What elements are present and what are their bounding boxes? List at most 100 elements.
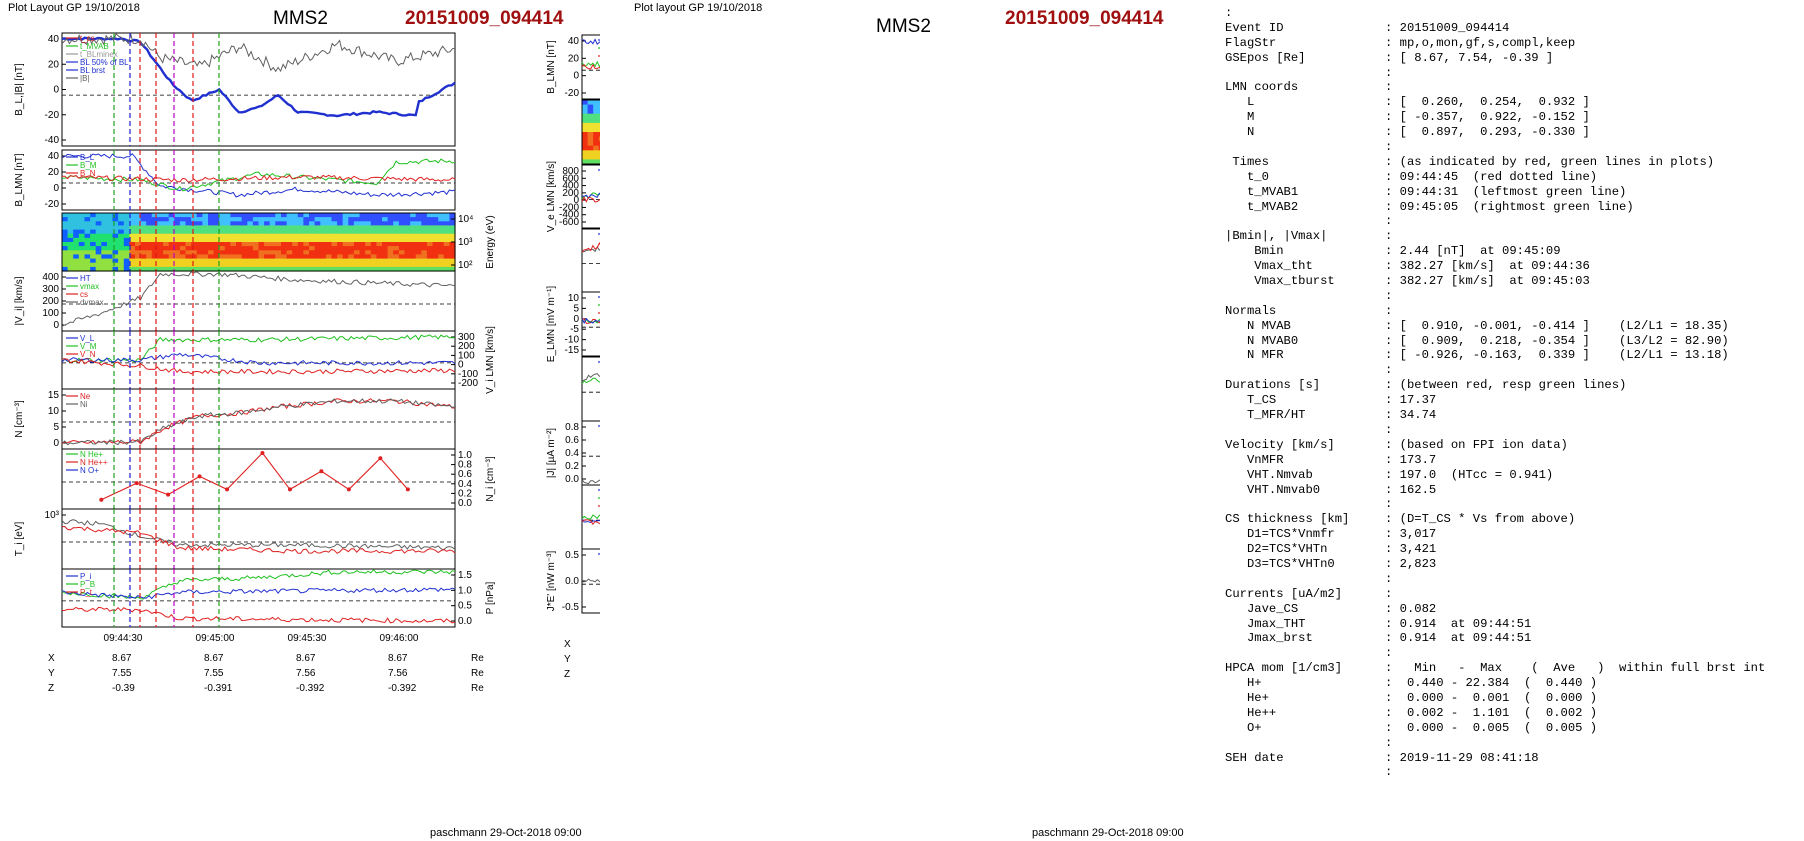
spectrogram-cell <box>303 242 310 247</box>
left-pos-unit: Re <box>471 653 484 664</box>
spectrogram-cell <box>179 221 187 226</box>
summary-key: LMN coords <box>1225 80 1299 95</box>
spectrogram-cell <box>292 258 299 264</box>
spectrogram-cell <box>118 213 125 218</box>
spectrogram-cell <box>359 266 366 272</box>
summary-value: : [ 0.909, 0.218, -0.354 ] (L3/L2 = 82.9… <box>1385 333 1729 348</box>
spectrogram-cell <box>426 246 434 251</box>
spectrogram-cell <box>62 233 69 239</box>
summary-value: : <box>1385 229 1393 244</box>
spectrogram-cell <box>151 213 158 218</box>
summary-line: N MFR: [ -0.926, -0.163, 0.339 ] (L2/L1 … <box>1225 348 1765 363</box>
spectrogram-cell <box>84 221 91 226</box>
spectrogram-cell <box>593 154 600 161</box>
spectrogram-cell <box>348 221 355 226</box>
spectrogram-cell <box>292 217 299 222</box>
spectrogram-cell <box>213 221 220 226</box>
spectrogram-cell <box>202 221 209 226</box>
spectrogram-cell <box>118 221 125 226</box>
spectrogram-cell <box>258 217 265 222</box>
spectrogram-cell <box>331 250 338 255</box>
spectrogram-cell <box>309 217 316 222</box>
spectrogram-cell <box>398 229 406 235</box>
spectrogram-cell <box>123 221 130 226</box>
legend-entry: HT <box>80 274 91 283</box>
spectrogram-cell <box>123 266 130 272</box>
spectrogram-cell <box>376 229 383 235</box>
left-panel-frame <box>61 568 456 628</box>
spectrogram-cell <box>135 246 142 251</box>
spectrogram-cell <box>179 213 187 218</box>
spectrogram-cell <box>112 266 119 272</box>
summary-line: N MVAB: [ 0.910, -0.001, -0.414 ] (L2/L1… <box>1225 319 1765 334</box>
summary-value: : mp,o,mon,gf,s,compl,keep <box>1385 35 1576 50</box>
left-pos-value: 8.67 <box>204 653 224 664</box>
spectrogram-cell <box>208 250 215 255</box>
mid-q5-series <box>581 317 600 324</box>
spectrogram-cell <box>598 113 600 119</box>
spectrogram-cell <box>140 250 147 255</box>
spectrogram-cell <box>432 217 439 222</box>
spectrogram-cell <box>219 213 226 218</box>
spectrogram-cell <box>252 246 260 251</box>
spectrogram-cell <box>443 262 450 268</box>
legend-entry: vmax <box>80 282 99 291</box>
y-tick-label: 0 <box>53 438 59 449</box>
spectrogram-cell <box>331 225 338 231</box>
spectrogram-cell <box>314 242 321 247</box>
spectrogram-cell <box>410 250 417 255</box>
spectrogram-cell <box>258 221 265 226</box>
spectrogram-cell <box>230 217 237 222</box>
spectrogram-cell <box>129 262 136 268</box>
spectrogram-cell <box>174 233 181 239</box>
spectrogram-cell <box>353 213 361 218</box>
spectrogram-cell <box>101 233 108 239</box>
spectrogram-cell <box>129 246 136 251</box>
spectrogram-cell <box>370 254 377 260</box>
spectrogram-cell <box>297 258 304 264</box>
y-tick-label: -200 <box>458 378 478 389</box>
spectrogram-cell <box>432 242 439 247</box>
spectrogram-cell <box>320 237 327 243</box>
spectrogram-cell <box>196 225 203 231</box>
legend-entry: BL 50% of BL <box>80 58 129 67</box>
y-tick-label: 0.6 <box>458 469 472 480</box>
summary-value: : <box>1385 646 1393 661</box>
spectrogram-cell <box>393 213 400 218</box>
spectrogram-cell <box>365 254 372 260</box>
spectrogram-cell <box>415 266 422 272</box>
left-p5-legend: V_LV_MV_N <box>66 334 97 359</box>
spectrogram-cell <box>443 254 450 260</box>
spectrogram-cell <box>84 237 91 243</box>
spectrogram-cell <box>241 246 248 251</box>
spectrogram-cell <box>593 159 600 165</box>
summary-key: H+ <box>1225 676 1262 691</box>
spectrogram-cell <box>213 217 220 222</box>
spectrogram-cell <box>382 237 389 243</box>
spectrogram-cell <box>281 250 288 255</box>
spectrogram-cell <box>67 221 74 226</box>
left-panel-p2: 40 20 0 -20 B_LMN [nT] B_LB_MB_N <box>14 149 456 211</box>
spectrogram-cell <box>168 266 175 272</box>
y-tick-label: 800 <box>562 166 579 177</box>
spectrogram-cell <box>241 221 248 226</box>
he-pp-point <box>99 497 104 502</box>
summary-key: t_MVAB2 <box>1225 199 1299 214</box>
spectrogram-cell <box>275 237 282 243</box>
y-tick-label: 0.8 <box>565 422 579 433</box>
spectrogram-cell <box>410 262 417 268</box>
spectrogram-cell <box>415 242 422 247</box>
spectrogram-cell <box>387 258 394 264</box>
spectrogram-cell <box>410 266 417 272</box>
spectrogram-cell <box>264 258 271 264</box>
spectrogram-cell <box>224 225 231 231</box>
spectrogram-cell <box>202 266 209 272</box>
spectrogram-cell <box>337 266 344 272</box>
summary-line: L: [ 0.260, 0.254, 0.932 ] <box>1225 95 1765 110</box>
y-tick-label: -200 <box>559 202 579 213</box>
spectrogram-cell <box>314 262 321 268</box>
left-time-tick-label: 09:44:30 <box>104 633 143 644</box>
spectrogram-cell <box>438 229 445 235</box>
spectrogram-cell <box>118 237 125 243</box>
spectrogram-cell <box>230 225 237 231</box>
